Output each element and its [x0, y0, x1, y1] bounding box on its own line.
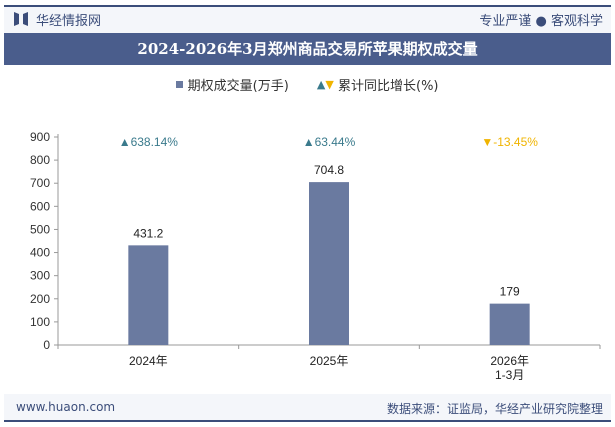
footer-bar — [4, 394, 611, 420]
footer-source: 数据来源：证监局，华经产业研究院整理 — [386, 402, 603, 416]
triangle-down-icon: ▼ — [325, 78, 334, 91]
footer-url[interactable]: www.huaon.com — [16, 400, 116, 414]
x-tick-label: 2024年 — [129, 354, 168, 368]
x-tick-label: 1-3月 — [495, 368, 524, 382]
legend-bar-label: 期权成交量(万手) — [187, 79, 289, 94]
y-tick-label: 800 — [30, 153, 50, 167]
y-tick-label: 200 — [30, 292, 50, 306]
bar-value-label: 179 — [500, 285, 520, 299]
bar-value-label: 704.8 — [314, 163, 344, 177]
bar — [309, 182, 349, 345]
y-tick-label: 600 — [30, 199, 50, 213]
legend: 期权成交量(万手) ▲▼ 累计同比增长(%) — [0, 75, 615, 94]
x-tick-label: 2026年 — [490, 354, 529, 368]
bar — [128, 245, 169, 345]
y-tick-label: 700 — [30, 176, 50, 190]
y-tick-label: 400 — [30, 246, 50, 260]
growth-label: ▲638.14% — [119, 135, 179, 149]
legend-growth-label: 累计同比增长(%) — [338, 79, 439, 94]
growth-label: ▲63.44% — [303, 135, 356, 149]
bar — [489, 303, 530, 345]
y-tick-label: 100 — [30, 315, 50, 329]
header-bar — [4, 7, 611, 33]
growth-label: ▼-13.45% — [481, 135, 538, 149]
x-tick-label: 2025年 — [310, 354, 349, 368]
bar-value-label: 431.2 — [133, 226, 163, 240]
slogan: 专业严谨 ● 客观科学 — [479, 14, 603, 29]
y-tick-label: 900 — [30, 130, 50, 144]
legend-bar-swatch — [176, 81, 184, 88]
bottom-divider — [4, 420, 611, 422]
y-tick-label: 0 — [43, 338, 50, 352]
y-tick-label: 500 — [30, 222, 50, 236]
chart-title: 2024-2026年3月郑州商品交易所苹果期权成交量 — [4, 33, 611, 65]
triangle-up-icon: ▲ — [316, 78, 326, 91]
top-divider — [4, 5, 611, 7]
y-tick-label: 300 — [30, 269, 50, 283]
logo-icon — [14, 12, 28, 26]
brand-name: 华经情报网 — [36, 14, 102, 29]
